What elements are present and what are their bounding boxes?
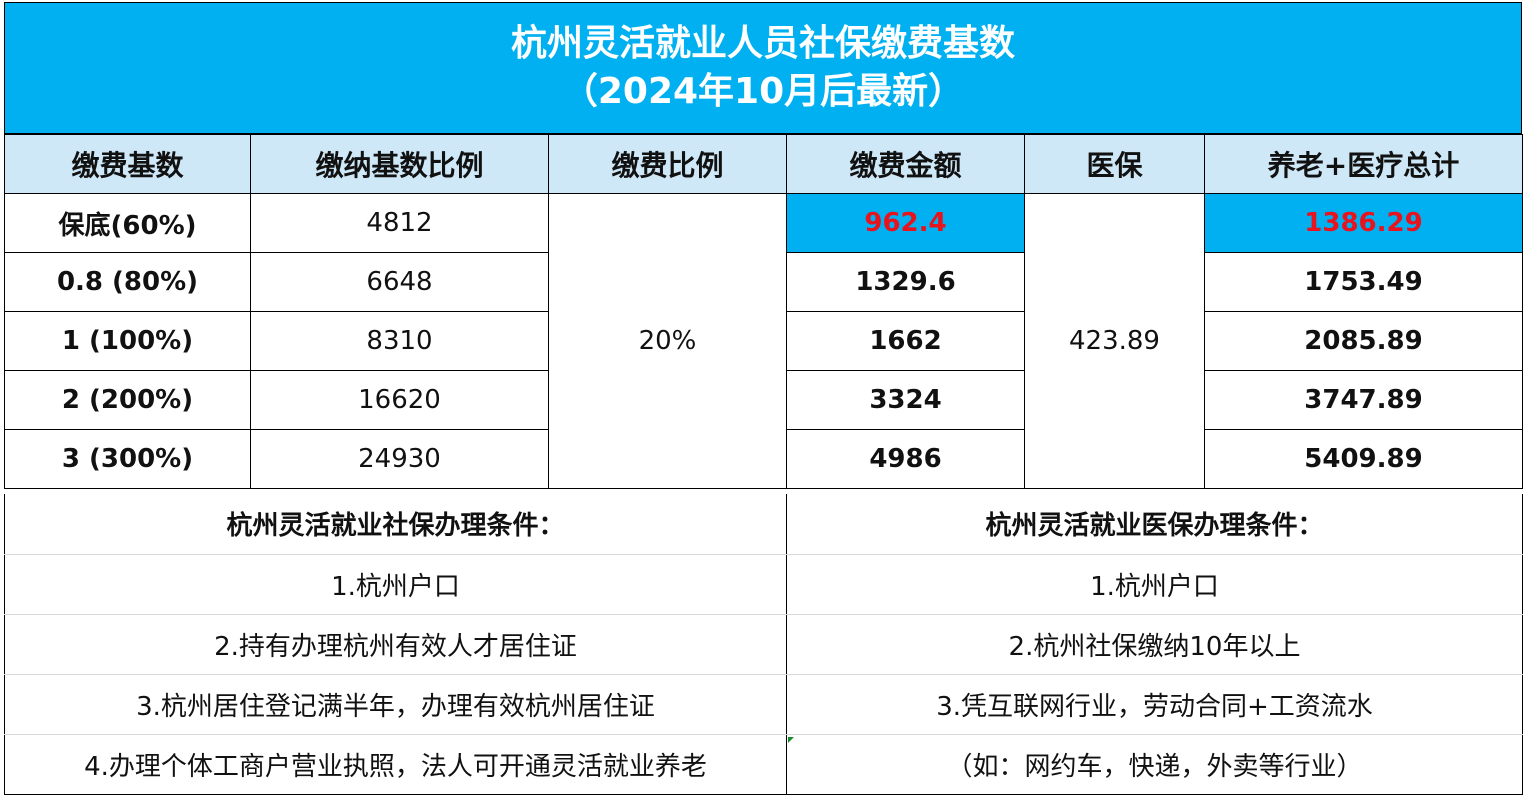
table-row: 1 (100%) 8310 1662 2085.89 (4, 311, 1523, 371)
title-line-1: 杭州灵活就业人员社保缴费基数 (510, 23, 1015, 64)
cell-payment[interactable]: 1329.6 (786, 252, 1025, 312)
social-condition-item[interactable]: 2.持有办理杭州有效人才居住证 (4, 614, 787, 675)
title-line-2: （2024年10月后最新） (561, 71, 965, 112)
cell-medical-merged[interactable]: 423.89 (1024, 193, 1205, 489)
cell-base[interactable]: 8310 (250, 311, 549, 371)
cell-level[interactable]: 3 (300%) (4, 429, 251, 489)
cell-level[interactable]: 0.8 (80%) (4, 252, 251, 312)
header-cell-base-level[interactable]: 缴费基数 (4, 134, 251, 194)
medical-condition-item[interactable]: 1.杭州户口 (786, 554, 1523, 615)
cell-base[interactable]: 6648 (250, 252, 549, 312)
cell-rate-merged[interactable]: 20% (548, 193, 787, 489)
medical-conditions-heading[interactable]: 杭州灵活就业医保办理条件： (786, 494, 1523, 555)
social-conditions-heading[interactable]: 杭州灵活就业社保办理条件： (4, 494, 787, 555)
cell-payment[interactable]: 1662 (786, 311, 1025, 371)
cell-level[interactable]: 2 (200%) (4, 370, 251, 430)
conditions-row: 1.杭州户口 1.杭州户口 (4, 554, 1523, 615)
header-row: 缴费基数 缴纳基数比例 缴费比例 缴费金额 医保 养老+医疗总计 (4, 134, 1523, 194)
table-row: 3 (300%) 24930 4986 5409.89 (4, 429, 1523, 489)
medical-condition-item[interactable]: 2.杭州社保缴纳10年以上 (786, 614, 1523, 675)
medical-condition-item[interactable]: 3.凭互联网行业，劳动合同+工资流水 (786, 674, 1523, 735)
cell-comment-marker-icon (788, 737, 794, 743)
contribution-table: 缴费基数 缴纳基数比例 缴费比例 缴费金额 医保 养老+医疗总计 保底(60%)… (4, 134, 1523, 489)
header-cell-total[interactable]: 养老+医疗总计 (1204, 134, 1523, 194)
cell-total[interactable]: 1753.49 (1204, 252, 1523, 312)
cell-payment[interactable]: 4986 (786, 429, 1025, 489)
cell-level[interactable]: 1 (100%) (4, 311, 251, 371)
social-condition-item[interactable]: 4.办理个体工商户营业执照，法人可开通灵活就业养老 (4, 734, 787, 795)
cell-total[interactable]: 5409.89 (1204, 429, 1523, 489)
cell-payment[interactable]: 3324 (786, 370, 1025, 430)
cell-payment-highlighted[interactable]: 962.4 (786, 193, 1025, 253)
conditions-row: 3.杭州居住登记满半年，办理有效杭州居住证 3.凭互联网行业，劳动合同+工资流水 (4, 674, 1523, 735)
social-condition-item[interactable]: 1.杭州户口 (4, 554, 787, 615)
table-row: 保底(60%) 4812 20% 962.4 423.89 1386.29 (4, 193, 1523, 489)
cell-level[interactable]: 保底(60%) (4, 193, 251, 253)
cell-total-highlighted[interactable]: 1386.29 (1204, 193, 1523, 253)
spreadsheet: 杭州灵活就业人员社保缴费基数 （2024年10月后最新） 缴费基数 缴纳基数比例… (4, 2, 1523, 796)
cell-base[interactable]: 16620 (250, 370, 549, 430)
cell-total[interactable]: 3747.89 (1204, 370, 1523, 430)
conditions-table: 杭州灵活就业社保办理条件： 杭州灵活就业医保办理条件： 1.杭州户口 1.杭州户… (4, 494, 1523, 795)
header-cell-rate[interactable]: 缴费比例 (548, 134, 787, 194)
header-cell-payment[interactable]: 缴费金额 (786, 134, 1025, 194)
conditions-row: 4.办理个体工商户营业执照，法人可开通灵活就业养老 （如：网约车，快递，外卖等行… (4, 734, 1523, 795)
title-banner: 杭州灵活就业人员社保缴费基数 （2024年10月后最新） (4, 2, 1522, 134)
table-row: 2 (200%) 16620 3324 3747.89 (4, 370, 1523, 430)
cell-base[interactable]: 24930 (250, 429, 549, 489)
header-cell-base-amount[interactable]: 缴纳基数比例 (250, 134, 549, 194)
medical-condition-item[interactable]: （如：网约车，快递，外卖等行业） (786, 734, 1523, 795)
cell-total[interactable]: 2085.89 (1204, 311, 1523, 371)
conditions-row: 2.持有办理杭州有效人才居住证 2.杭州社保缴纳10年以上 (4, 614, 1523, 675)
cell-base[interactable]: 4812 (250, 193, 549, 253)
conditions-heading-row: 杭州灵活就业社保办理条件： 杭州灵活就业医保办理条件： (4, 494, 1523, 555)
header-cell-medical[interactable]: 医保 (1024, 134, 1205, 194)
social-condition-item[interactable]: 3.杭州居住登记满半年，办理有效杭州居住证 (4, 674, 787, 735)
